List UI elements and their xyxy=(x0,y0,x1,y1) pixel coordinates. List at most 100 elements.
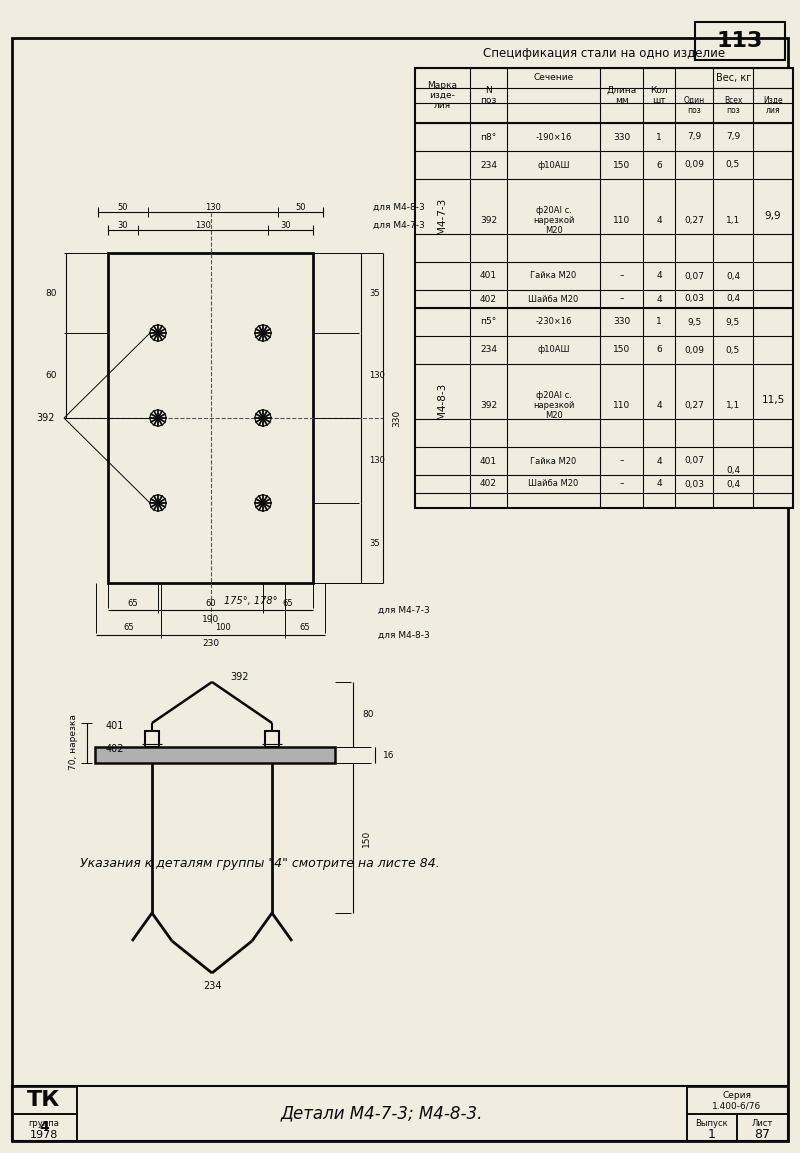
Text: 4: 4 xyxy=(656,457,662,466)
Text: 401: 401 xyxy=(480,457,497,466)
Text: 0,03: 0,03 xyxy=(684,480,704,489)
Text: 9,5: 9,5 xyxy=(687,317,701,326)
Text: 0,4: 0,4 xyxy=(726,294,740,303)
Text: 4: 4 xyxy=(656,480,662,489)
Text: 130: 130 xyxy=(369,371,385,380)
Text: Лист: Лист xyxy=(751,1118,773,1128)
Text: ф10АШ: ф10АШ xyxy=(538,160,570,169)
Text: 402: 402 xyxy=(480,294,497,303)
Bar xyxy=(145,731,159,747)
Text: Выпуск: Выпуск xyxy=(696,1118,728,1128)
Text: 60: 60 xyxy=(46,371,57,380)
Text: 392: 392 xyxy=(37,413,55,423)
Text: ТК: ТК xyxy=(27,1090,61,1110)
Text: Шайба М20: Шайба М20 xyxy=(528,294,578,303)
Text: Гайка М20: Гайка М20 xyxy=(530,457,577,466)
Text: группа: группа xyxy=(29,1118,59,1128)
Text: 1: 1 xyxy=(708,1129,716,1141)
Bar xyxy=(108,253,313,583)
Text: -190×16: -190×16 xyxy=(535,133,572,142)
Text: для М4-8-3: для М4-8-3 xyxy=(373,203,425,211)
Text: 1978: 1978 xyxy=(30,1130,58,1140)
Text: п5°: п5° xyxy=(480,317,497,326)
Text: 330: 330 xyxy=(613,133,630,142)
Text: Марка
изде-
лия: Марка изде- лия xyxy=(427,81,458,111)
Text: 0,27: 0,27 xyxy=(684,216,704,225)
Text: 392: 392 xyxy=(480,401,497,410)
Text: Гайка М20: Гайка М20 xyxy=(530,271,577,280)
Bar xyxy=(77,1086,687,1141)
Text: Шайба М20: Шайба М20 xyxy=(528,480,578,489)
Text: 234: 234 xyxy=(480,160,497,169)
Text: ф20АI с.
нарезкой
М20: ф20АI с. нарезкой М20 xyxy=(533,391,574,421)
Bar xyxy=(415,68,793,508)
Text: –: – xyxy=(619,271,624,280)
Text: 150: 150 xyxy=(613,160,630,169)
Text: 100: 100 xyxy=(215,624,231,633)
Text: 0,4: 0,4 xyxy=(726,480,740,489)
Text: 110: 110 xyxy=(613,401,630,410)
Text: 150: 150 xyxy=(362,829,371,846)
Text: 0,09: 0,09 xyxy=(684,160,704,169)
Text: 60: 60 xyxy=(205,598,216,608)
Text: 0,5: 0,5 xyxy=(726,160,740,169)
Text: 1,1: 1,1 xyxy=(726,401,740,410)
Text: 0,5: 0,5 xyxy=(726,346,740,354)
Text: –: – xyxy=(619,294,624,303)
Text: ф10АШ: ф10АШ xyxy=(538,346,570,354)
Text: 6: 6 xyxy=(656,346,662,354)
Text: 50: 50 xyxy=(296,203,306,211)
Text: 0,07: 0,07 xyxy=(684,271,704,280)
Bar xyxy=(695,22,785,60)
Text: 330: 330 xyxy=(392,409,401,427)
Text: Один
поз: Один поз xyxy=(683,96,705,115)
Text: 130: 130 xyxy=(195,220,211,229)
Text: Вес, кг: Вес, кг xyxy=(716,73,752,83)
Bar xyxy=(687,1087,788,1114)
Text: 0,4: 0,4 xyxy=(726,466,740,475)
Text: 1,1: 1,1 xyxy=(726,216,740,225)
Text: 87: 87 xyxy=(754,1129,770,1141)
Text: Кол
шт: Кол шт xyxy=(650,85,668,105)
Text: 30: 30 xyxy=(118,220,128,229)
Bar xyxy=(12,1114,77,1141)
Text: 402: 402 xyxy=(106,744,124,754)
Text: 65: 65 xyxy=(282,598,294,608)
Text: Детали М4-7-3; М4-8-3.: Детали М4-7-3; М4-8-3. xyxy=(281,1105,483,1123)
Text: 35: 35 xyxy=(369,538,380,548)
Text: Всех
поз: Всех поз xyxy=(724,96,742,115)
Text: 7,9: 7,9 xyxy=(687,133,701,142)
Text: 16: 16 xyxy=(383,751,394,760)
Bar xyxy=(265,731,279,747)
Bar xyxy=(95,747,335,763)
Text: 11,5: 11,5 xyxy=(762,395,785,406)
Text: ф20АI с.
нарезкой
М20: ф20АI с. нарезкой М20 xyxy=(533,205,574,235)
Text: –: – xyxy=(619,457,624,466)
Text: –: – xyxy=(619,480,624,489)
Text: 6: 6 xyxy=(656,160,662,169)
Text: 9,9: 9,9 xyxy=(765,211,782,220)
Text: 4: 4 xyxy=(656,294,662,303)
Text: 330: 330 xyxy=(613,317,630,326)
Text: для М4-8-3: для М4-8-3 xyxy=(378,631,430,640)
Text: 65: 65 xyxy=(123,624,134,633)
Text: 392: 392 xyxy=(230,672,249,683)
Bar xyxy=(12,1087,77,1114)
Text: Спецификация стали на одно изделие: Спецификация стали на одно изделие xyxy=(483,47,725,60)
Text: 1.400-6/76: 1.400-6/76 xyxy=(712,1101,762,1110)
Text: М4-8-3: М4-8-3 xyxy=(438,383,447,419)
Text: N
поз: N поз xyxy=(480,85,497,105)
Bar xyxy=(687,1114,737,1141)
Text: 50: 50 xyxy=(118,203,128,211)
Text: 65: 65 xyxy=(300,624,310,633)
Text: 230: 230 xyxy=(202,640,219,648)
Text: Сечение: Сечение xyxy=(534,74,574,83)
Text: 4: 4 xyxy=(39,1120,49,1135)
Text: для М4-7-3: для М4-7-3 xyxy=(373,220,425,229)
Text: Длина
мм: Длина мм xyxy=(606,85,637,105)
Text: 1: 1 xyxy=(656,133,662,142)
Text: 392: 392 xyxy=(480,216,497,225)
Text: 35: 35 xyxy=(369,288,380,297)
Text: 0,07: 0,07 xyxy=(684,457,704,466)
Text: для М4-7-3: для М4-7-3 xyxy=(378,605,430,615)
